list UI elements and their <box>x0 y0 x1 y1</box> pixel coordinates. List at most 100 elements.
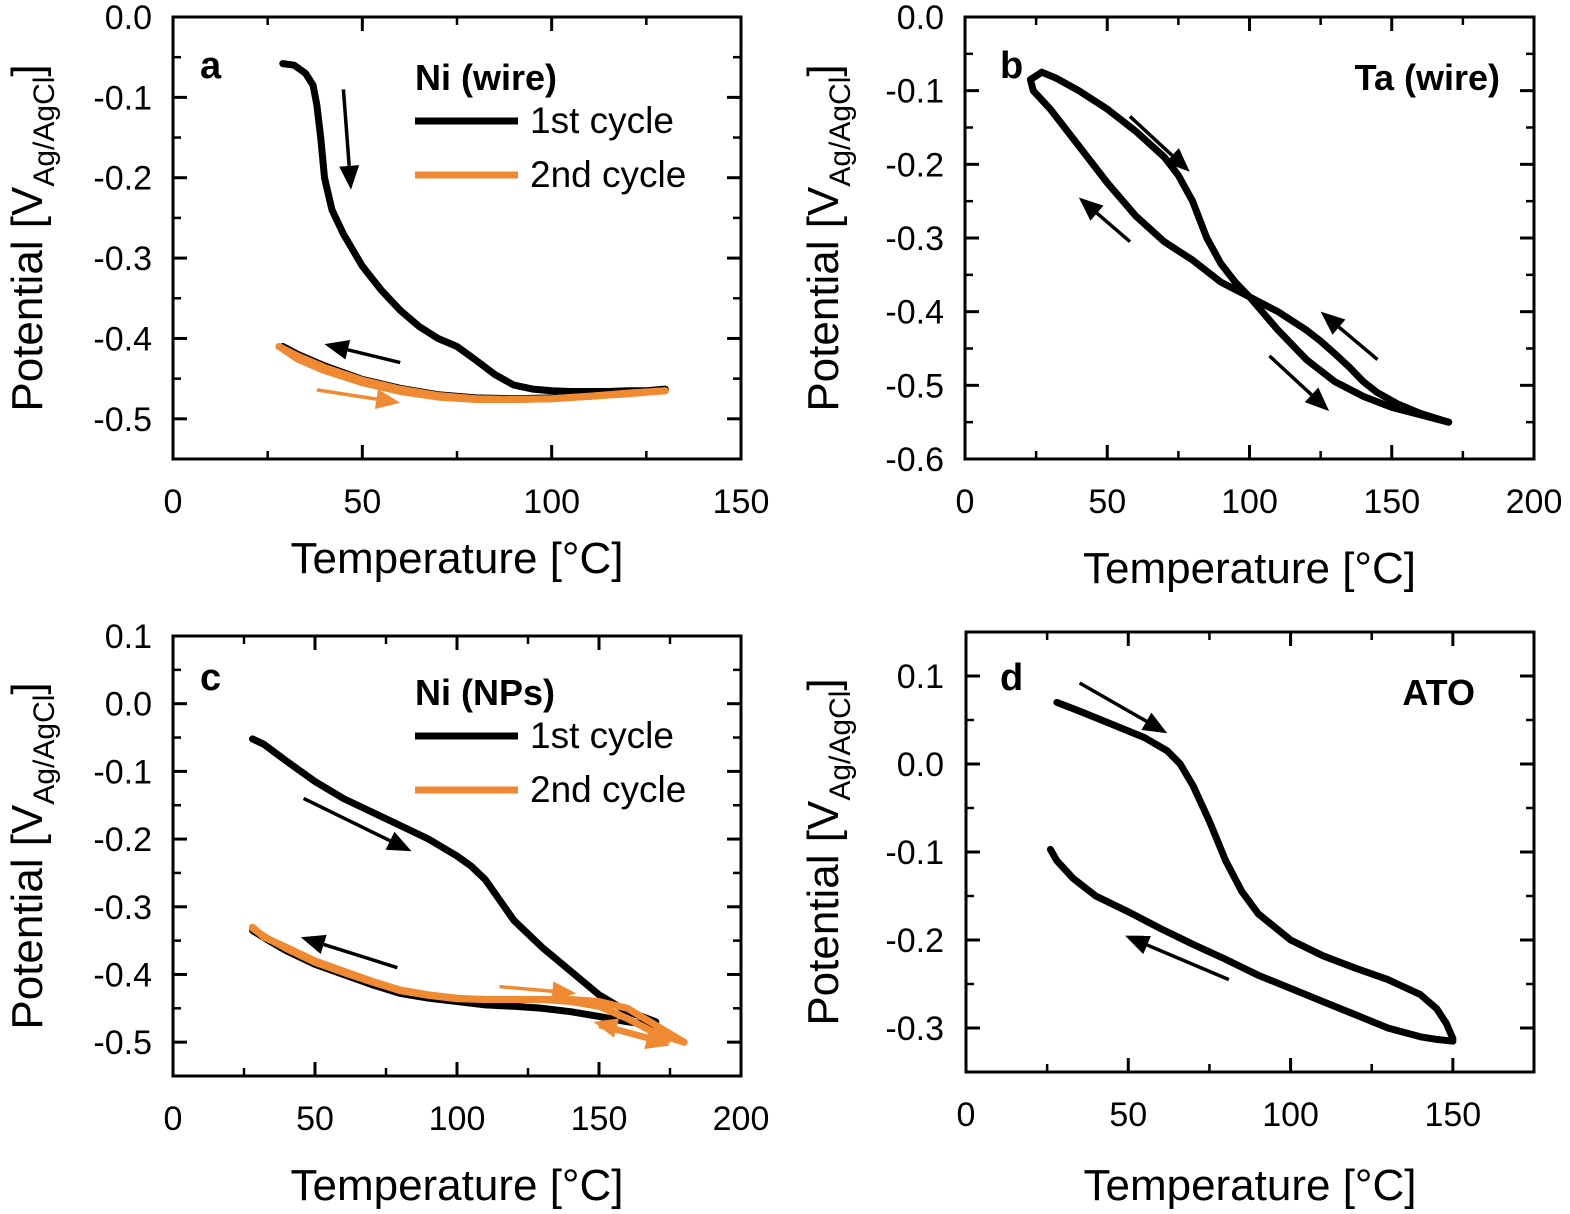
y-tick-label: -0.1 <box>93 79 152 117</box>
y-tick-label: 0.0 <box>105 686 152 724</box>
x-tick-label: 0 <box>164 1100 183 1138</box>
y-tick-label: -0.5 <box>93 1024 152 1062</box>
y-tick-label: -0.2 <box>93 821 152 859</box>
y-tick-label: -0.5 <box>93 401 152 439</box>
y-axis-title-end: ] <box>3 682 52 694</box>
direction-arrow-head <box>551 981 577 1002</box>
legend-label: 1st cycle <box>530 100 674 141</box>
y-axis-title: Potential [VAg/AgCl] <box>799 678 857 1025</box>
series-line-0 <box>1032 68 1453 426</box>
y-axis-title-main: Potential [V <box>3 186 52 412</box>
x-tick-label: 0 <box>957 1096 976 1134</box>
direction-arrow-head <box>385 831 412 852</box>
direction-arrow-head <box>339 165 360 190</box>
x-tick-label: 100 <box>1262 1096 1319 1134</box>
legend-label: 2nd cycle <box>530 154 686 195</box>
y-axis-title-end: ] <box>3 64 52 76</box>
legend-label: 1st cycle <box>530 715 674 756</box>
direction-arrow-head <box>300 934 327 954</box>
series-line-0 <box>249 735 660 1026</box>
direction-arrow-head <box>1165 148 1190 172</box>
x-tick-label: 150 <box>713 483 770 521</box>
y-tick-label: -0.4 <box>93 956 152 994</box>
x-tick-label: 0 <box>956 483 975 521</box>
x-axis-title: Temperature [°C] <box>290 1161 623 1210</box>
direction-arrow-shaft <box>316 388 377 401</box>
panel-b: 0 50 100 150 200 0.0 -0.1 -0.2 -0.3 -0.4 -0.5 -0.6 T… <box>799 0 1562 593</box>
x-tick-label: 200 <box>713 1100 770 1138</box>
x-tick-label: 50 <box>296 1100 334 1138</box>
direction-arrow-shaft <box>598 1024 648 1042</box>
direction-arrow-shaft <box>341 89 351 166</box>
direction-arrow-head <box>1078 197 1104 221</box>
x-axis-title: Temperature [°C] <box>1083 1161 1416 1210</box>
y-axis-title-main: Potential [V <box>799 800 848 1026</box>
direction-arrow-shaft <box>1078 681 1148 723</box>
direction-arrow-head <box>1320 311 1346 335</box>
y-tick-label: 0.0 <box>105 0 152 37</box>
x-tick-label: 150 <box>1424 1096 1481 1134</box>
x-tick-label: 100 <box>1221 483 1278 521</box>
direction-arrow-head <box>644 1029 670 1050</box>
y-axis-title-main: Potential [V <box>799 186 848 412</box>
y-tick-label: -0.4 <box>885 294 944 332</box>
direction-arrow-head <box>374 389 401 409</box>
legend-label: 2nd cycle <box>530 769 686 810</box>
x-tick-label: 200 <box>1506 483 1563 521</box>
y-tick-label: -0.3 <box>93 240 152 278</box>
y-tick-label: -0.1 <box>885 73 944 111</box>
panel-material-label: Ta (wire) <box>1355 57 1500 98</box>
y-tick-label: -0.3 <box>885 220 944 258</box>
y-tick-label: -0.2 <box>93 160 152 198</box>
y-tick-label: 0.1 <box>897 658 944 696</box>
y-axis-title-end: ] <box>799 678 848 690</box>
direction-arrow-shaft <box>1095 211 1132 244</box>
series-line-0 <box>279 60 669 395</box>
series-line-0 <box>1053 698 1457 1043</box>
direction-arrow-shaft <box>302 796 391 843</box>
direction-arrow-shaft <box>1268 354 1313 397</box>
y-axis-title: Potential [VAg/AgCl] <box>799 64 857 411</box>
y-axis-title-sub: Ag/AgCl <box>28 77 61 187</box>
x-tick-label: 50 <box>1109 1096 1147 1134</box>
y-axis-title-main: Potential [V <box>3 804 52 1030</box>
y-tick-label: -0.1 <box>93 753 152 791</box>
x-axis-title: Temperature [°C] <box>290 534 623 583</box>
x-tick-label: 100 <box>429 1100 486 1138</box>
direction-arrow-shaft <box>499 984 553 994</box>
panel-material-label: ATO <box>1402 672 1475 713</box>
y-tick-label: 0.0 <box>897 0 944 37</box>
y-axis-title-sub: Ag/AgCl <box>824 691 857 801</box>
y-tick-label: -0.5 <box>885 367 944 405</box>
x-tick-label: 150 <box>1363 483 1420 521</box>
direction-arrow-head <box>1125 935 1152 955</box>
direction-arrow-shaft <box>1146 943 1230 982</box>
x-axis-title: Temperature [°C] <box>1083 544 1416 593</box>
panel-a: 0 50 100 150 0.0 -0.1 -0.2 -0.3 -0.4 -0.5 Temperat… <box>3 0 769 583</box>
series-line-3 <box>275 343 669 403</box>
panel-letter: a <box>200 45 222 87</box>
x-tick-label: 100 <box>523 483 580 521</box>
y-tick-label: -0.2 <box>885 922 944 960</box>
y-axis-title-sub: Ag/AgCl <box>28 695 61 805</box>
series-line-1 <box>1026 72 1453 426</box>
panel-letter: b <box>1000 45 1023 87</box>
direction-arrow-head <box>324 340 351 360</box>
x-tick-label: 0 <box>164 483 183 521</box>
panel-letter: c <box>200 657 221 699</box>
direction-arrow-shaft <box>1128 115 1174 157</box>
y-tick-label: 0.0 <box>897 746 944 784</box>
x-tick-label: 150 <box>571 1100 628 1138</box>
direction-arrow-shaft <box>323 942 398 970</box>
y-tick-label: -0.2 <box>885 146 944 184</box>
y-axis-title-sub: Ag/AgCl <box>824 77 857 187</box>
direction-arrow-shaft <box>347 348 401 365</box>
direction-arrow-head <box>1141 712 1168 734</box>
y-tick-label: -0.1 <box>885 834 944 872</box>
direction-arrow-shaft <box>1337 325 1379 361</box>
direction-arrow-head <box>1304 387 1330 412</box>
y-tick-label: -0.6 <box>885 441 944 479</box>
y-axis-title: Potential [VAg/AgCl] <box>3 682 61 1029</box>
series-line-1 <box>1046 845 1457 1045</box>
